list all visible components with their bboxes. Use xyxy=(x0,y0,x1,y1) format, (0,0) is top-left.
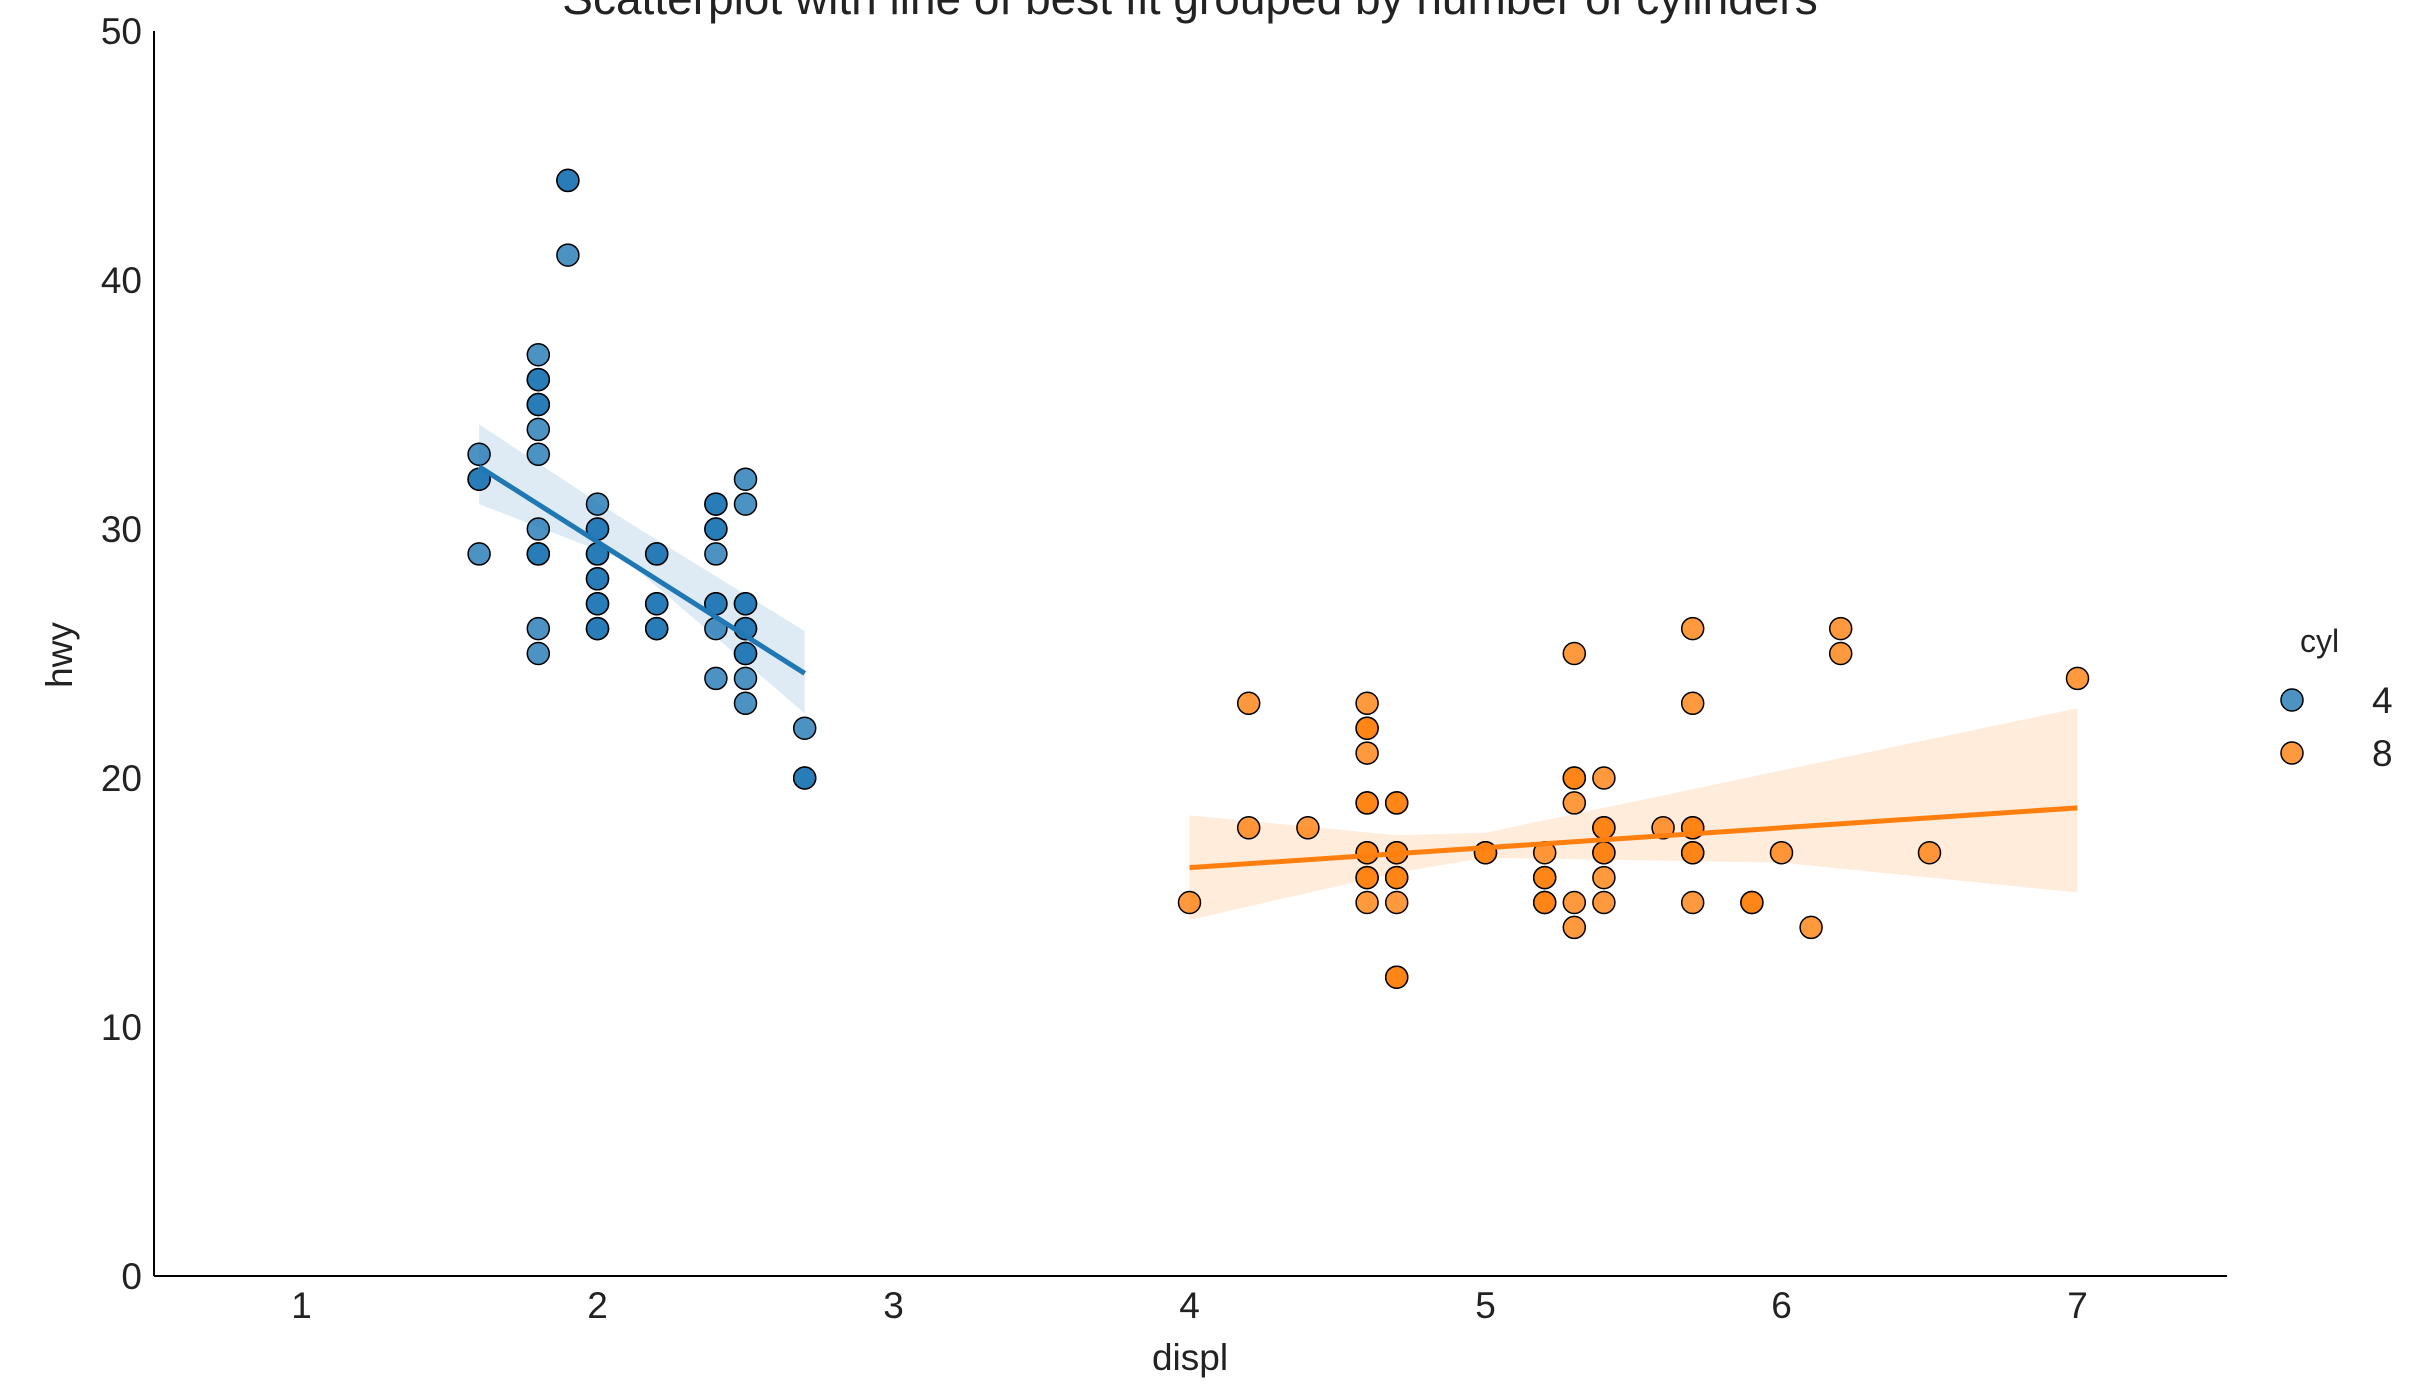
legend-label-4: 4 xyxy=(2372,680,2393,721)
x-tick-label: 7 xyxy=(2067,1285,2088,1326)
data-point-cyl-8 xyxy=(1562,890,1587,915)
data-point-cyl-8 xyxy=(1355,691,1379,716)
data-point-cyl-8 xyxy=(1592,865,1616,890)
y-tick-label: 40 xyxy=(101,260,142,301)
data-point-cyl-8 xyxy=(1384,890,1409,915)
data-point-cyl-8 xyxy=(1592,816,1616,840)
data-point-cyl-8 xyxy=(1562,791,1587,815)
data-point-cyl-4 xyxy=(733,691,758,716)
data-point-cyl-8 xyxy=(1355,890,1379,915)
data-point-cyl-8 xyxy=(1355,716,1379,740)
data-point-cyl-4 xyxy=(585,492,610,516)
data-point-cyl-4 xyxy=(526,392,551,417)
data-point-cyl-8 xyxy=(1562,641,1587,666)
data-point-cyl-8 xyxy=(1592,766,1616,790)
chart-title: Scatterplot with line of best fit groupe… xyxy=(562,0,1817,24)
data-point-cyl-4 xyxy=(792,766,817,790)
legend-marker-8 xyxy=(2280,741,2304,765)
data-point-cyl-4 xyxy=(704,666,728,691)
data-point-cyl-8 xyxy=(1828,616,1853,641)
data-point-cyl-4 xyxy=(585,567,610,591)
data-point-cyl-8 xyxy=(1592,890,1616,915)
data-point-cyl-4 xyxy=(526,442,551,467)
legend: cyl 4 8 xyxy=(2280,623,2393,774)
data-point-cyl-8 xyxy=(1532,865,1557,890)
fit-line-8 xyxy=(1189,805,2078,871)
data-point-cyl-4 xyxy=(556,243,580,267)
data-point-cyl-4 xyxy=(733,591,758,616)
y-tick-label: 10 xyxy=(101,1007,142,1048)
data-point-cyl-8 xyxy=(1177,890,1202,915)
x-tick-label: 1 xyxy=(291,1285,312,1326)
data-point-cyl-4 xyxy=(467,542,491,566)
data-point-cyl-4 xyxy=(644,616,669,641)
data-point-cyl-4 xyxy=(704,542,728,566)
data-point-cyl-8 xyxy=(1296,816,1320,840)
data-point-cyl-4 xyxy=(526,417,551,442)
data-point-cyl-8 xyxy=(1384,791,1409,815)
x-tick-label: 3 xyxy=(883,1285,904,1326)
x-tick-label: 2 xyxy=(587,1285,608,1326)
data-point-cyl-4 xyxy=(526,342,551,367)
data-point-cyl-8 xyxy=(1828,641,1853,666)
data-point-cyl-4 xyxy=(733,492,758,516)
data-point-cyl-4 xyxy=(526,367,551,392)
data-point-cyl-8 xyxy=(1384,965,1409,989)
y-tick-label: 50 xyxy=(101,11,142,52)
data-point-cyl-4 xyxy=(733,666,758,691)
data-point-cyl-4 xyxy=(704,517,728,541)
x-axis-label: displ xyxy=(1152,1337,1228,1378)
y-axis-label: hwy xyxy=(39,622,80,688)
data-point-cyl-4 xyxy=(556,168,580,193)
data-point-cyl-8 xyxy=(1680,840,1705,865)
data-point-cyl-4 xyxy=(585,616,610,641)
data-point-cyl-4 xyxy=(644,542,669,566)
legend-title: cyl xyxy=(2300,623,2339,659)
legend-label-8: 8 xyxy=(2372,733,2393,774)
data-point-cyl-8 xyxy=(1740,890,1764,915)
data-point-cyl-8 xyxy=(1562,915,1587,940)
data-point-cyl-8 xyxy=(2065,666,2090,691)
data-point-cyl-8 xyxy=(1592,840,1616,865)
fit-line-4 xyxy=(477,464,807,676)
x-tick-label: 6 xyxy=(1771,1285,1792,1326)
data-point-cyl-8 xyxy=(1355,865,1379,890)
data-point-cyl-4 xyxy=(733,641,758,666)
data-point-cyl-4 xyxy=(644,591,669,616)
data-point-cyl-4 xyxy=(792,716,817,740)
y-tick-label: 20 xyxy=(101,758,142,799)
data-point-cyl-8 xyxy=(1384,865,1409,890)
data-point-cyl-8 xyxy=(1680,691,1705,716)
data-point-cyl-4 xyxy=(526,517,551,541)
x-tick-label: 5 xyxy=(1475,1285,1496,1326)
data-point-cyl-8 xyxy=(1532,890,1557,915)
data-point-cyl-8 xyxy=(1355,741,1379,765)
x-tick-label: 4 xyxy=(1179,1285,1200,1326)
data-point-cyl-4 xyxy=(733,467,758,491)
y-tick-label: 30 xyxy=(101,509,142,550)
data-point-cyl-4 xyxy=(467,442,491,467)
y-tick-label: 0 xyxy=(121,1256,142,1297)
data-point-cyl-8 xyxy=(1799,915,1823,940)
legend-marker-4 xyxy=(2280,688,2304,712)
data-point-cyl-8 xyxy=(1917,840,1942,865)
data-point-cyl-8 xyxy=(1562,766,1587,790)
data-point-cyl-8 xyxy=(1769,840,1794,865)
confidence-band-8 xyxy=(1189,708,2078,920)
data-point-cyl-8 xyxy=(1680,890,1705,915)
data-point-cyl-4 xyxy=(585,591,610,616)
data-point-cyl-8 xyxy=(1236,816,1261,840)
data-point-cyl-8 xyxy=(1355,791,1379,815)
data-point-cyl-4 xyxy=(704,492,728,516)
data-point-cyl-8 xyxy=(1236,691,1261,716)
data-point-cyl-8 xyxy=(1680,616,1705,641)
data-point-cyl-4 xyxy=(526,616,551,641)
data-point-cyl-4 xyxy=(526,542,551,566)
data-point-cyl-4 xyxy=(526,641,551,666)
